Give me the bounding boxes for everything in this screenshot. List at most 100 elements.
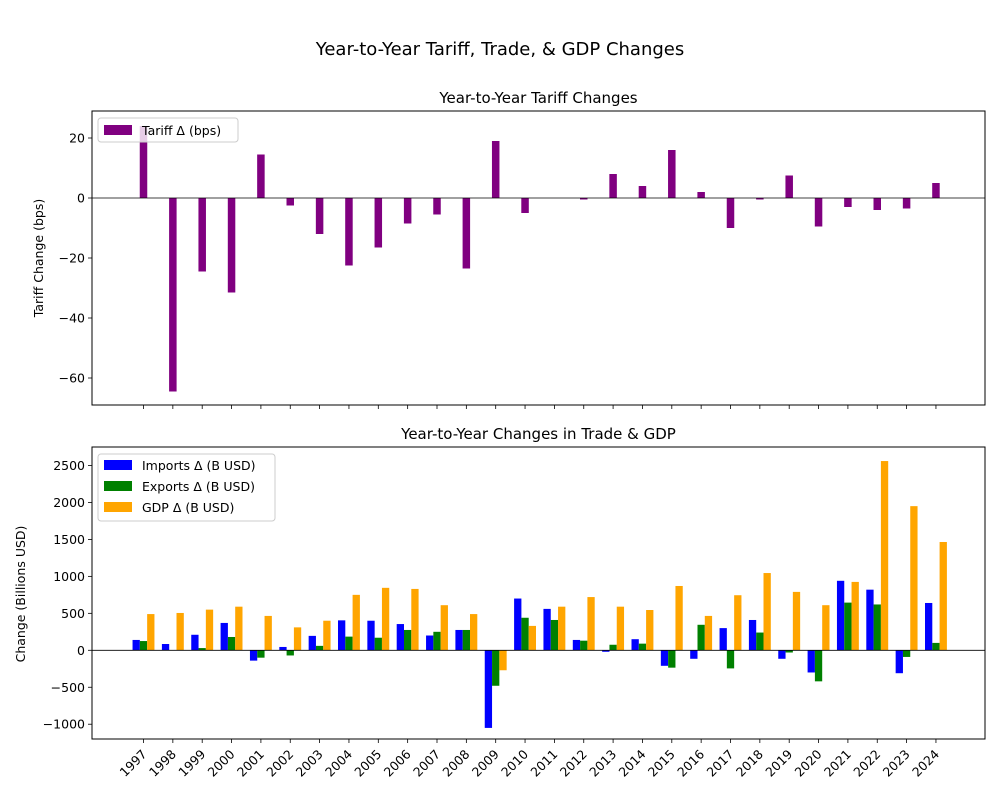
trade-gdp-bar-imports-2005	[367, 620, 375, 651]
trade-gdp-bar-gdp-1998	[176, 612, 184, 651]
tariff-bar-tariff-2008	[462, 198, 471, 269]
trade-gdp-bar-imports-2000	[220, 622, 228, 651]
trade-gdp-bar-exports-2011	[550, 619, 559, 651]
trade-gdp-bar-gdp-2018	[763, 573, 771, 651]
trade-gdp-bar-exports-2018	[756, 632, 764, 651]
trade-gdp-bar-gdp-2015	[675, 585, 683, 651]
trade-gdp-bar-imports-1998	[161, 644, 170, 651]
trade-gdp-bar-gdp-2009	[499, 650, 507, 671]
trade-gdp-y-tick-label: 1000	[53, 569, 85, 584]
trade-gdp-bar-imports-2009	[484, 650, 493, 728]
trade-gdp-bar-exports-1999	[198, 648, 206, 651]
trade-gdp-bar-exports-2006	[404, 629, 412, 651]
trade-gdp-bar-exports-1997	[139, 641, 148, 651]
tariff-bar-tariff-2019	[785, 175, 793, 198]
legend-label-imports: Imports Δ (B USD)	[142, 458, 256, 473]
trade-gdp-bar-imports-2023	[895, 650, 903, 674]
tariff-bar-tariff-2010	[521, 198, 529, 213]
trade-gdp-bar-imports-2006	[396, 624, 404, 651]
tariff-bar-tariff-2022	[873, 198, 881, 210]
trade-gdp-bar-exports-2008	[462, 629, 470, 651]
trade-gdp-bar-imports-2019	[778, 650, 786, 659]
tariff-bar-tariff-2024	[932, 183, 940, 198]
trade-gdp-bar-gdp-2022	[880, 461, 889, 651]
trade-gdp-y-tick-label: −1000	[43, 717, 85, 732]
trade-gdp-bar-exports-2024	[932, 642, 940, 651]
trade-gdp-bar-gdp-2014	[646, 610, 654, 651]
trade-gdp-bar-imports-2012	[572, 639, 581, 651]
tariff-bar-tariff-2005	[374, 198, 383, 248]
trade-gdp-bar-exports-2020	[814, 650, 823, 682]
trade-gdp-bar-imports-2018	[748, 619, 757, 651]
legend-label-tariff: Tariff Δ (bps)	[141, 123, 221, 138]
trade-gdp-bar-gdp-2010	[528, 625, 536, 651]
trade-gdp-bar-gdp-2013	[616, 606, 625, 651]
trade-gdp-bar-imports-2015	[660, 650, 669, 666]
trade-gdp-bar-exports-2021	[844, 602, 852, 651]
tariff-bar-tariff-2015	[668, 150, 676, 198]
trade-gdp-y-tick-label: 1500	[53, 532, 85, 547]
trade-gdp-bar-gdp-2020	[822, 605, 830, 651]
tariff-bar-tariff-2012	[580, 198, 588, 200]
trade-gdp-bar-imports-2010	[514, 598, 522, 651]
trade-gdp-bar-exports-2005	[374, 637, 382, 651]
trade-gdp-bar-gdp-2004	[352, 594, 360, 651]
trade-gdp-bar-exports-2023	[902, 650, 911, 657]
tariff-bar-tariff-2006	[403, 198, 412, 224]
trade-gdp-y-tick-label: 0	[77, 643, 85, 658]
tariff-bar-tariff-2020	[814, 198, 823, 227]
trade-gdp-bar-gdp-1999	[205, 609, 214, 651]
trade-gdp-bar-imports-2008	[455, 629, 463, 651]
tariff-y-tick-label: −20	[59, 251, 85, 266]
tariff-bar-tariff-1998	[169, 198, 177, 392]
trade-gdp-bar-gdp-2012	[587, 597, 595, 651]
trade-gdp-y-tick-label: 2500	[53, 458, 85, 473]
legend-swatch-imports	[104, 460, 132, 470]
tariff-bar-tariff-2000	[227, 198, 236, 293]
legend-box	[97, 453, 276, 522]
trade-gdp-bar-gdp-2024	[939, 541, 947, 651]
trade-gdp-bar-exports-2009	[492, 650, 500, 686]
trade-gdp-bar-imports-2011	[543, 608, 551, 651]
trade-gdp-legend: Imports Δ (B USD) Exports Δ (B USD) GDP …	[97, 453, 276, 522]
trade-gdp-bar-exports-2013	[609, 644, 617, 651]
trade-gdp-bars	[92, 461, 985, 728]
trade-gdp-bar-gdp-2008	[470, 614, 478, 651]
trade-gdp-bar-imports-2017	[719, 628, 727, 651]
trade-gdp-plot-frame	[91, 446, 986, 740]
tariff-bar-tariff-2007	[433, 198, 441, 215]
legend-label-exports: Exports Δ (B USD)	[142, 479, 255, 494]
trade-gdp-bar-exports-2012	[580, 640, 588, 651]
tariff-bar-tariff-1999	[198, 198, 206, 272]
trade-gdp-bar-gdp-2000	[235, 606, 243, 651]
tariff-legend: Tariff Δ (bps)	[97, 117, 239, 143]
trade-gdp-bar-gdp-2021	[851, 581, 859, 651]
trade-gdp-bar-exports-2017	[726, 650, 735, 669]
tariff-x-axis	[143, 405, 937, 409]
tariff-bar-tariff-2016	[697, 192, 705, 198]
legend-label-gdp: GDP Δ (B USD)	[142, 500, 234, 515]
trade-gdp-bar-imports-2001	[249, 650, 258, 661]
trade-gdp-bar-gdp-2003	[323, 620, 331, 651]
trade-gdp-y-tick-label: 2000	[53, 495, 85, 510]
tariff-y-tick-label: −40	[59, 311, 85, 326]
tariff-bar-tariff-1997	[139, 126, 148, 198]
trade-gdp-bar-gdp-2017	[734, 595, 742, 651]
trade-gdp-bar-exports-2002	[286, 650, 294, 656]
trade-gdp-bar-imports-2014	[631, 639, 639, 651]
trade-gdp-bar-gdp-2007	[440, 605, 448, 651]
trade-gdp-bar-exports-2000	[227, 636, 236, 651]
tariff-bar-tariff-2014	[638, 186, 647, 198]
tariff-y-tick-label: 20	[69, 131, 85, 146]
trade-gdp-chart-title: Year-to-Year Changes in Trade & GDP	[400, 425, 676, 443]
trade-gdp-bar-gdp-2011	[558, 606, 566, 651]
trade-gdp-bar-exports-2015	[668, 650, 676, 668]
trade-gdp-bar-imports-2004	[338, 620, 346, 651]
trade-gdp-bar-imports-2007	[426, 635, 434, 651]
tariff-chart: Year-to-Year Tariff Changes Tariff Chang…	[31, 89, 986, 409]
tariff-chart-ylabel: Tariff Change (bps)	[31, 199, 46, 318]
trade-gdp-bar-imports-2020	[807, 650, 815, 673]
trade-gdp-bar-gdp-2001	[264, 615, 272, 651]
trade-gdp-bar-imports-1997	[132, 639, 140, 651]
trade-gdp-bar-imports-2021	[836, 580, 845, 651]
